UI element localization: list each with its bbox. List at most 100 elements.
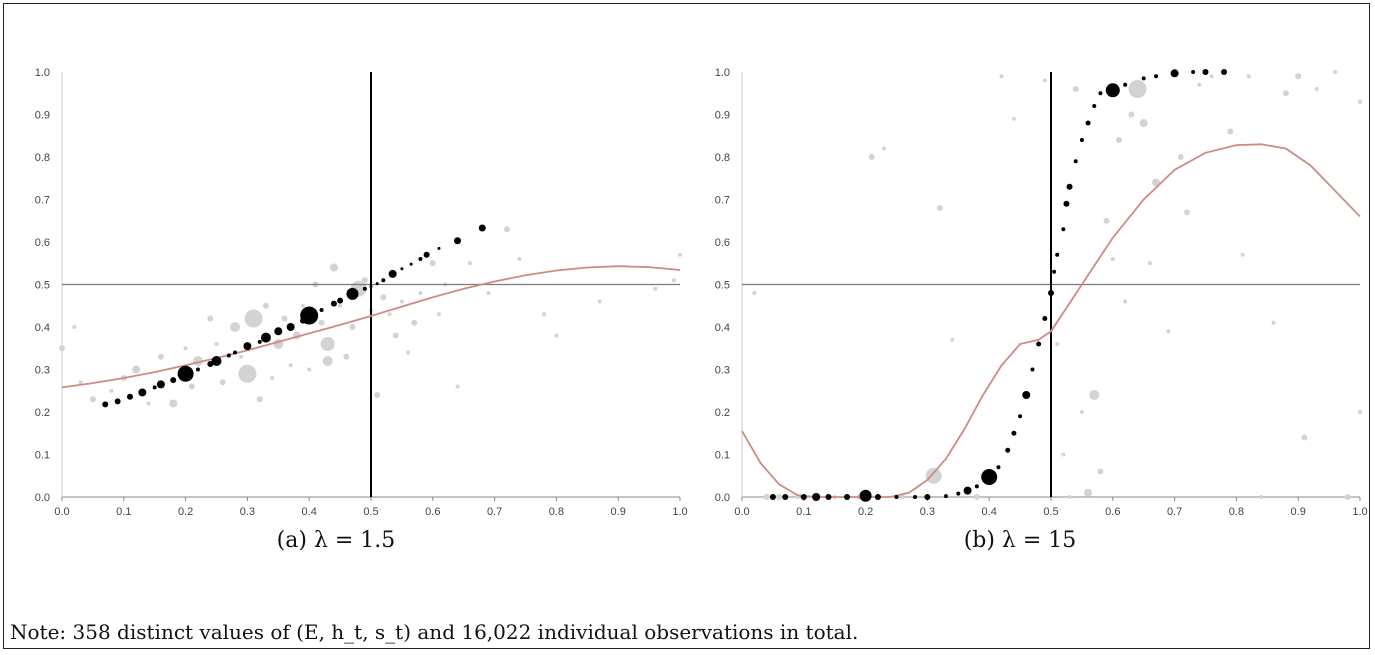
data-point <box>1333 70 1338 74</box>
figure-frame <box>3 3 1370 649</box>
model-point <box>233 350 238 355</box>
data-point <box>1115 137 1122 143</box>
model-point <box>346 287 359 300</box>
x-tick-label: 0.6 <box>425 506 440 518</box>
data-point <box>503 226 510 233</box>
data-point <box>230 322 241 332</box>
x-tick-label: 0.9 <box>1291 506 1306 518</box>
data-point <box>467 261 472 266</box>
data-point <box>1301 434 1308 441</box>
x-tick-label: 1.0 <box>1352 506 1367 518</box>
data-point <box>59 345 65 352</box>
data-point <box>361 277 368 284</box>
caption-b: (b) λ = 15 <box>963 528 1077 553</box>
data-point <box>763 494 770 500</box>
model-point <box>1154 74 1159 79</box>
model-point <box>423 251 430 258</box>
data-point <box>239 354 244 359</box>
y-tick-label: 0.1 <box>715 450 730 462</box>
model-point <box>981 469 998 486</box>
data-point <box>1139 119 1148 127</box>
data-point <box>301 303 306 308</box>
model-point <box>1055 252 1060 257</box>
model-point <box>943 494 948 499</box>
data-point <box>1123 299 1128 304</box>
data-point <box>72 325 77 329</box>
model-point <box>381 278 386 283</box>
model-point <box>114 398 121 405</box>
model-point <box>418 257 423 261</box>
y-tick-label: 0.1 <box>35 450 50 462</box>
y-tick-label: 0.0 <box>35 492 50 504</box>
data-point <box>318 319 325 326</box>
model-point <box>1141 76 1146 81</box>
data-point <box>1271 320 1276 325</box>
model-point <box>1048 290 1054 296</box>
data-point <box>188 383 195 390</box>
x-tick-label: 0.4 <box>302 506 317 518</box>
data-point <box>288 363 293 368</box>
model-point <box>1066 183 1073 190</box>
data-point <box>214 342 219 346</box>
fitted-curve <box>61 265 681 389</box>
caption-a: (a) λ = 1.5 <box>276 528 396 553</box>
data-point <box>132 365 141 374</box>
model-point <box>1202 69 1209 75</box>
model-point <box>177 365 194 382</box>
model-point <box>1063 200 1070 207</box>
data-point <box>207 315 214 322</box>
data-point <box>1246 74 1251 79</box>
model-point <box>859 489 872 502</box>
data-point <box>776 494 783 500</box>
data-point <box>554 333 559 338</box>
x-tick-label: 0.0 <box>54 506 69 518</box>
data-point <box>1042 78 1047 83</box>
data-point <box>1103 217 1110 224</box>
model-point <box>226 353 231 358</box>
x-tick-label: 0.4 <box>982 506 997 518</box>
data-point <box>436 312 441 317</box>
model-point <box>963 486 972 495</box>
data-point <box>542 312 547 317</box>
y-tick-label: 0.9 <box>715 110 730 122</box>
model-point <box>330 300 337 307</box>
data-point <box>1061 452 1066 457</box>
y-tick-label: 0.6 <box>715 237 730 249</box>
model-point <box>1085 120 1091 126</box>
model-point <box>1092 104 1097 108</box>
data-point <box>1295 73 1302 80</box>
model-point <box>769 494 776 500</box>
model-point <box>956 491 961 496</box>
y-tick-label: 0.2 <box>35 407 50 419</box>
data-point <box>973 494 980 500</box>
y-tick-label: 0.5 <box>715 280 730 292</box>
y-tick-label: 0.6 <box>35 237 50 249</box>
y-tick-label: 0.5 <box>35 280 50 292</box>
model-point <box>319 308 324 312</box>
data-point <box>146 401 151 406</box>
model-point <box>369 285 373 289</box>
model-point <box>974 484 979 489</box>
model-point <box>1073 159 1078 164</box>
x-tick-label: 0.7 <box>487 506 502 518</box>
x-tick-label: 0.6 <box>1105 506 1120 518</box>
model-point <box>913 495 918 499</box>
data-point <box>78 380 83 385</box>
y-tick-label: 0.8 <box>715 152 730 164</box>
data-point <box>1072 86 1079 92</box>
data-point <box>1183 209 1190 216</box>
data-point <box>157 353 164 360</box>
model-point <box>894 495 899 499</box>
x-tick-label: 0.2 <box>858 506 873 518</box>
data-point <box>1177 154 1184 160</box>
data-point <box>925 467 942 484</box>
data-point <box>1344 494 1351 500</box>
data-point <box>418 291 423 295</box>
data-point <box>406 350 411 355</box>
y-tick-label: 0.2 <box>715 407 730 419</box>
data-point <box>517 257 522 261</box>
data-point <box>219 379 226 386</box>
x-tick-label: 0.8 <box>1229 506 1244 518</box>
data-point <box>1055 342 1060 346</box>
model-point <box>812 493 821 501</box>
